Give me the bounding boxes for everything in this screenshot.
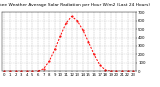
Text: Milwaukee Weather Average Solar Radiation per Hour W/m2 (Last 24 Hours): Milwaukee Weather Average Solar Radiatio… <box>0 3 150 7</box>
